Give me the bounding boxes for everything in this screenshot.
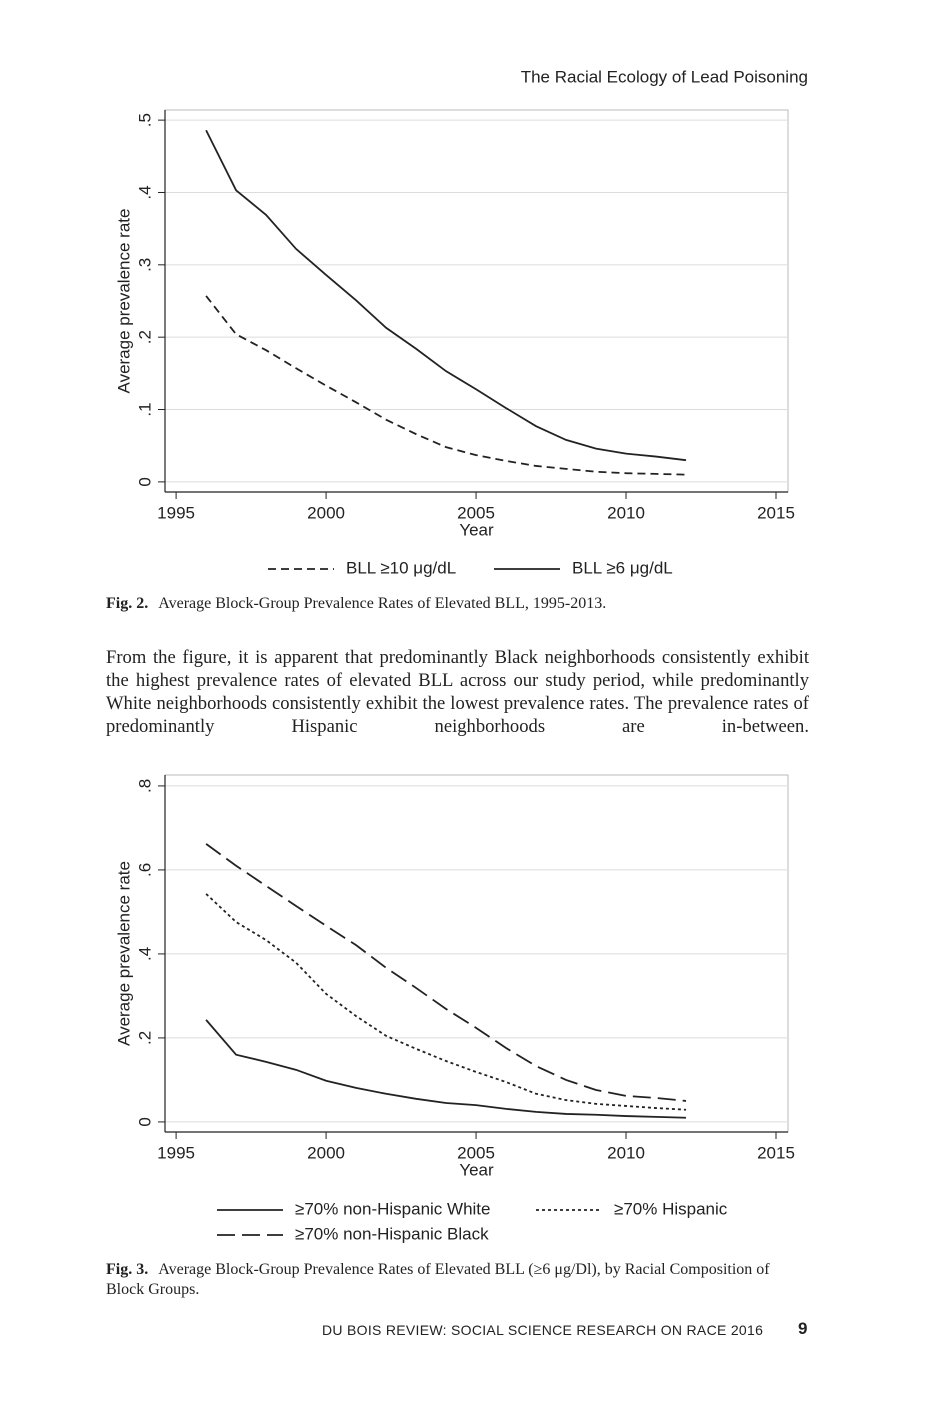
page-number: 9 — [798, 1319, 808, 1338]
y-tick-label: 0 — [135, 1117, 154, 1126]
y-tick-label: .5 — [135, 113, 154, 127]
legend-label: ≥70% Hispanic — [614, 1199, 728, 1218]
y-tick-label: .3 — [135, 258, 154, 272]
y-axis-label: Average prevalence rate — [114, 209, 133, 394]
caption-text: Average Block-Group Prevalence Rates of … — [106, 1261, 770, 1298]
y-tick-label: .2 — [135, 330, 154, 344]
series-line — [205, 295, 687, 476]
caption: Fig. 3. Average Block-Group Prevalence Ra… — [106, 1260, 806, 1300]
x-tick-label: 2005 — [457, 1143, 495, 1162]
y-axis-label: Average prevalence rate — [114, 861, 133, 1046]
x-tick-label: 1995 — [157, 503, 195, 522]
y-tick-label: .4 — [135, 947, 154, 961]
y-tick-label: .1 — [135, 402, 154, 416]
x-axis-label: Year — [459, 520, 494, 539]
body-text: From the figure, it is apparent that pre… — [106, 647, 809, 737]
x-tick-label: 2000 — [307, 1143, 345, 1162]
y-tick-label: .6 — [135, 863, 154, 877]
footer-journal: DU BOIS REVIEW: SOCIAL SCIENCE RESEARCH … — [322, 1322, 764, 1338]
caption-label: Fig. 2. — [106, 595, 149, 612]
legend-label: BLL ≥10 μg/dL — [346, 558, 456, 577]
y-tick-label: 0 — [135, 477, 154, 486]
caption-label: Fig. 3. — [106, 1261, 149, 1278]
caption-text: Average Block-Group Prevalence Rates of … — [158, 595, 607, 612]
x-tick-label: 2000 — [307, 503, 345, 522]
x-tick-label: 2005 — [457, 503, 495, 522]
caption: Fig. 2. Average Block-Group Prevalence Ra… — [106, 594, 806, 614]
x-tick-label: 2015 — [757, 503, 795, 522]
series-line — [205, 1019, 687, 1119]
x-tick-label: 2010 — [607, 1143, 645, 1162]
legend-label: BLL ≥6 μg/dL — [572, 558, 673, 577]
legend-label: ≥70% non-Hispanic White — [295, 1199, 490, 1218]
x-tick-label: 2015 — [757, 1143, 795, 1162]
running-head: The Racial Ecology of Lead Poisoning — [521, 67, 808, 86]
x-tick-label: 2010 — [607, 503, 645, 522]
y-tick-label: .4 — [135, 185, 154, 199]
x-axis-label: Year — [459, 1160, 494, 1179]
y-tick-label: .2 — [135, 1031, 154, 1045]
series-line — [205, 893, 687, 1111]
series-line — [205, 843, 687, 1102]
legend-label: ≥70% non-Hispanic Black — [295, 1224, 489, 1243]
series-line — [205, 129, 687, 462]
y-tick-label: .8 — [135, 779, 154, 793]
x-tick-label: 1995 — [157, 1143, 195, 1162]
plot-frame — [164, 109, 789, 493]
